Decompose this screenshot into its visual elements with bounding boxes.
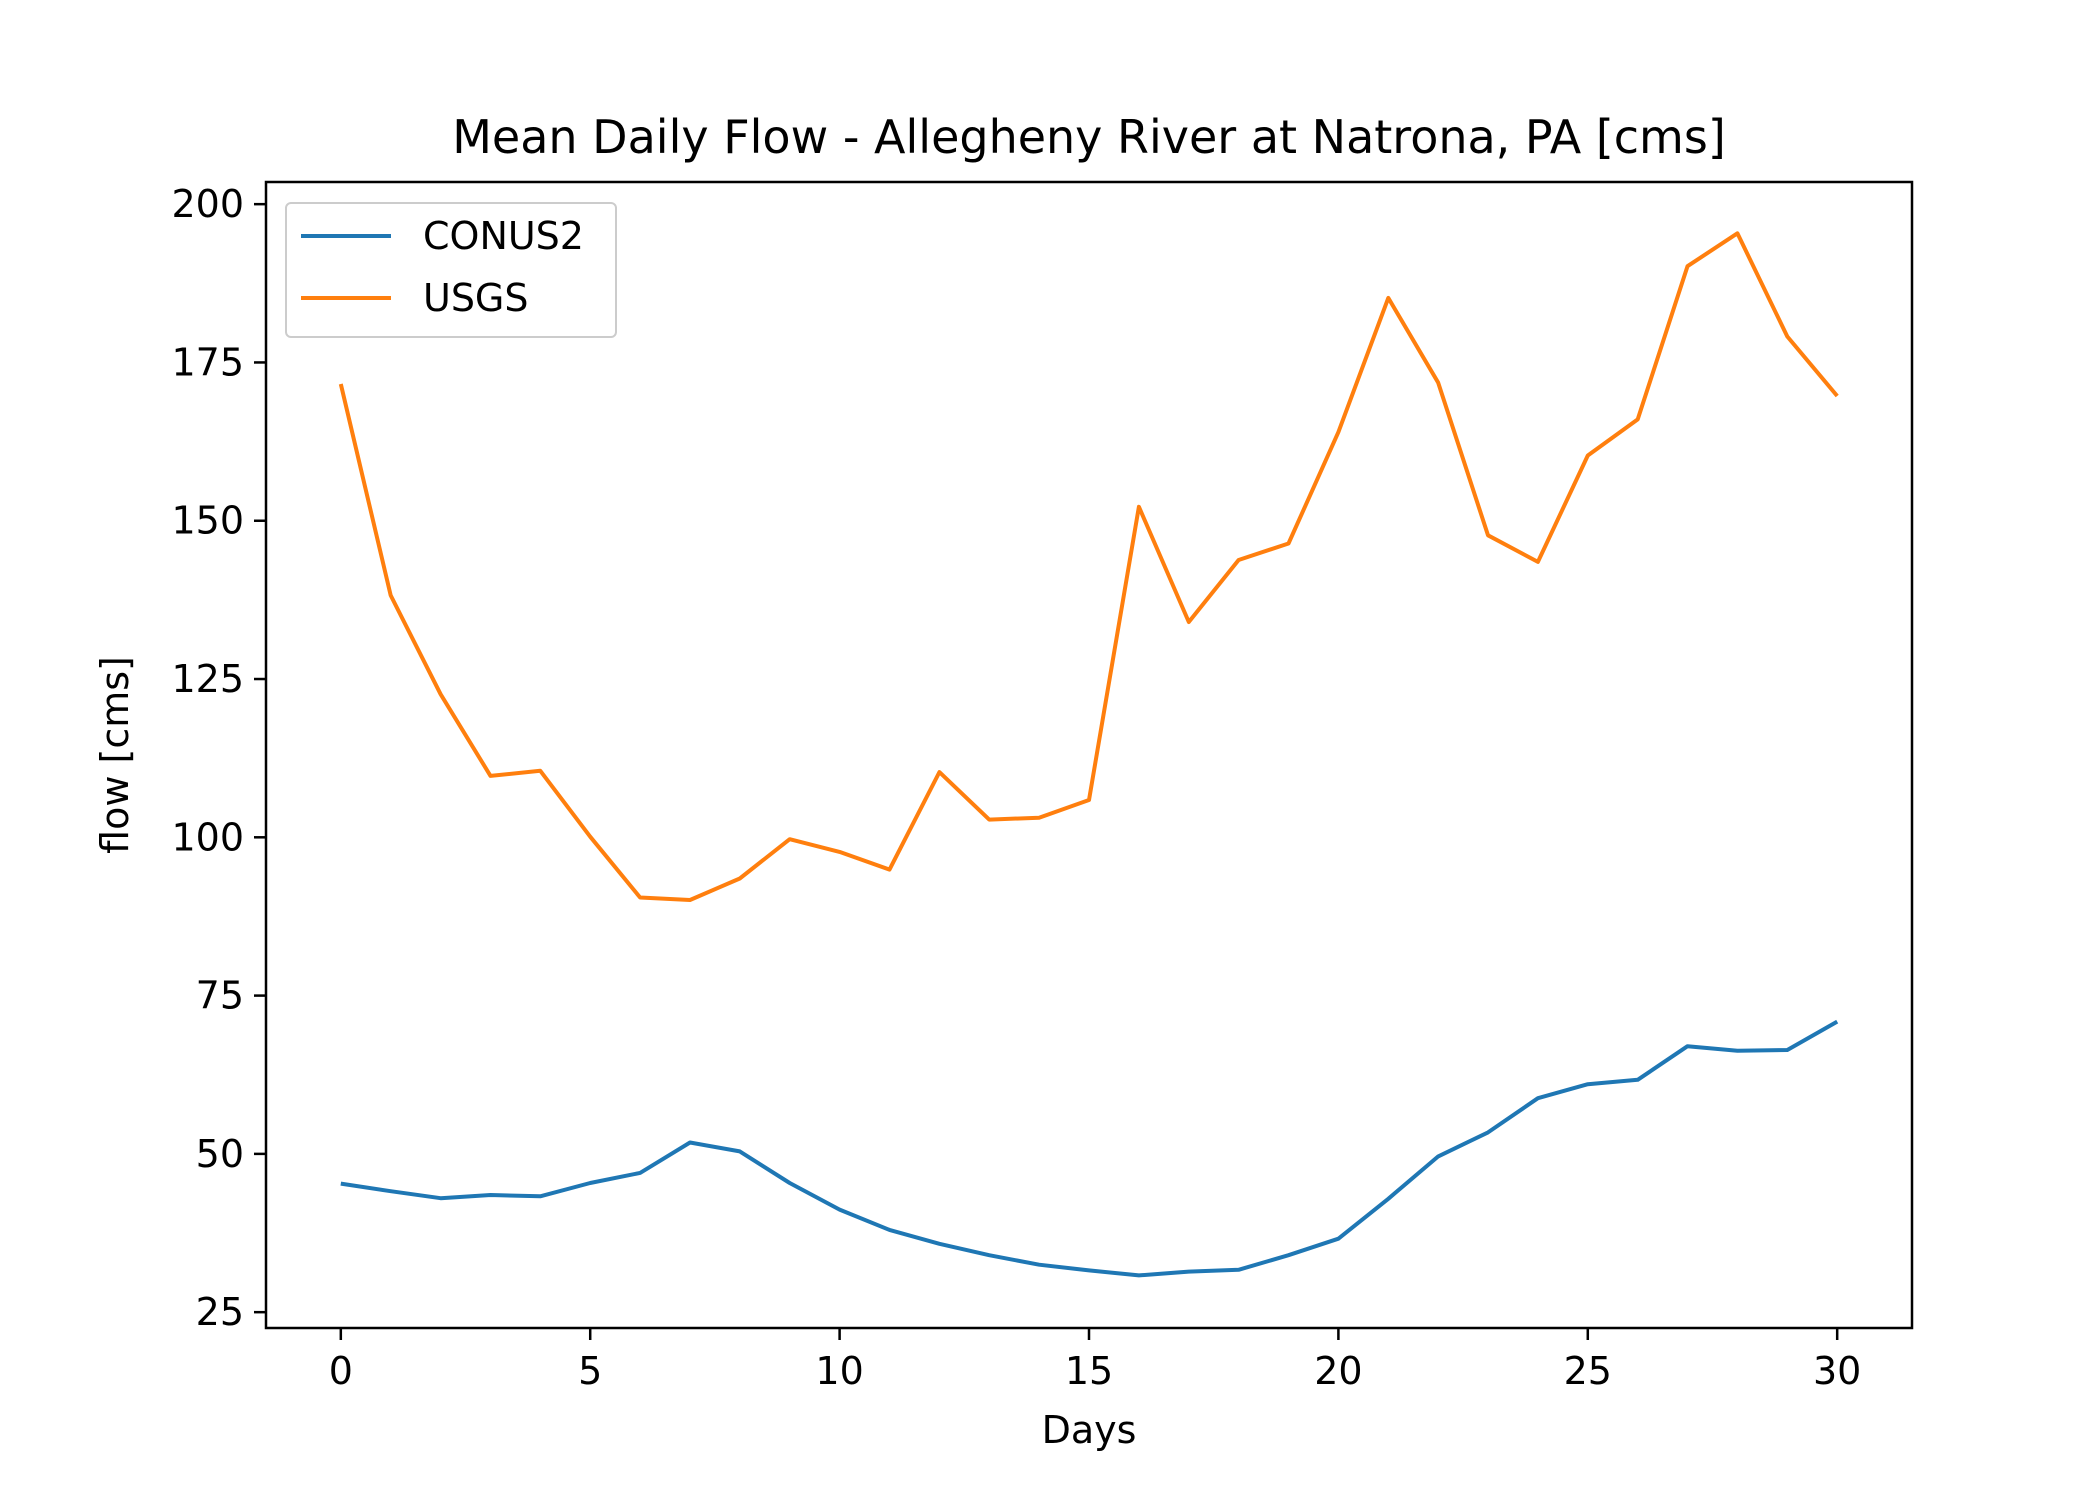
x-tick-label: 0 — [329, 1349, 353, 1393]
y-axis-label: flow [cms] — [93, 656, 137, 854]
chart-title: Mean Daily Flow - Allegheny River at Nat… — [452, 110, 1726, 164]
series-line-conus2 — [340, 1019, 1839, 1278]
y-tick-label: 100 — [171, 815, 244, 859]
legend-label-conus2: CONUS2 — [423, 214, 584, 258]
x-tick-label: 20 — [1314, 1349, 1362, 1393]
y-tick-label: 125 — [171, 657, 244, 701]
y-tick-label: 50 — [196, 1132, 244, 1176]
x-tick-label: 5 — [578, 1349, 602, 1393]
y-tick-label: 175 — [171, 340, 244, 384]
legend: CONUS2 USGS — [285, 202, 617, 338]
y-tick-label: 200 — [171, 182, 244, 226]
plot-area: 0 5 10 15 20 25 30 25 50 75 100 125 150 175 200 — [171, 180, 1914, 1393]
y-tick-label: 25 — [196, 1290, 244, 1334]
y-axis: 25 50 75 100 125 150 175 200 — [171, 182, 266, 1334]
series-layer — [338, 231, 1839, 1278]
axes-frame — [264, 180, 1914, 1330]
x-tick-label: 10 — [815, 1349, 863, 1393]
y-tick-label: 150 — [171, 499, 244, 543]
y-tick-label: 75 — [196, 974, 244, 1018]
series-line-usgs — [338, 231, 1839, 902]
x-tick-label: 15 — [1065, 1349, 1113, 1393]
x-tick-label: 30 — [1813, 1349, 1861, 1393]
legend-label-usgs: USGS — [423, 276, 529, 320]
x-axis: 0 5 10 15 20 25 30 — [329, 1328, 1861, 1393]
x-tick-label: 25 — [1564, 1349, 1612, 1393]
x-axis-label: Days — [1042, 1408, 1137, 1452]
